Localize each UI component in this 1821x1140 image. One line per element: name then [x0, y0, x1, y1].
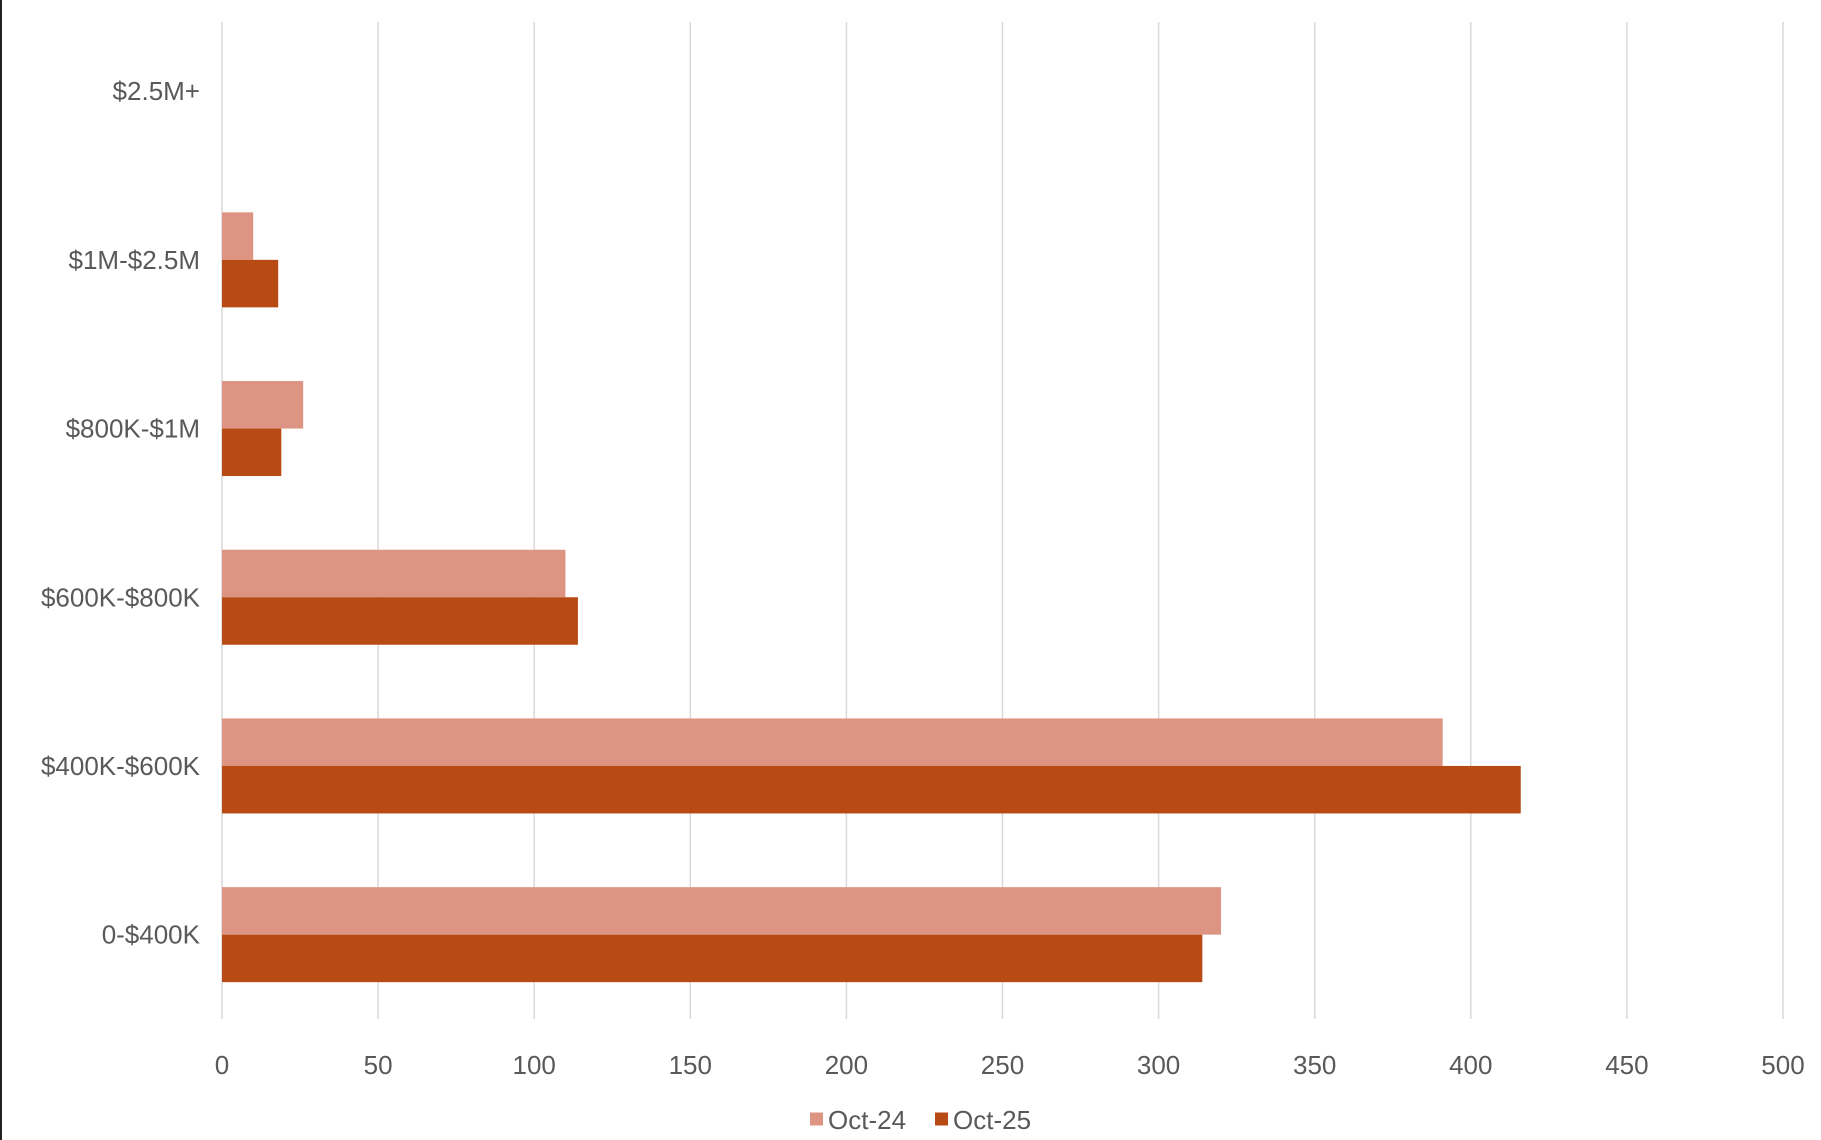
bar-oct-25 — [222, 934, 1203, 983]
category-label: 0-$400K — [102, 920, 201, 950]
x-tick-label: 50 — [364, 1050, 393, 1080]
x-tick-label: 450 — [1605, 1050, 1648, 1080]
bar-oct-24 — [222, 212, 254, 260]
category-label: $600K-$800K — [41, 582, 201, 612]
bar-oct-25 — [222, 765, 1521, 814]
bar-oct-25 — [222, 259, 279, 308]
category-label: $2.5M+ — [113, 76, 200, 106]
legend-swatch — [935, 1112, 948, 1126]
category-label: $1M-$2.5M — [69, 245, 201, 275]
legend-item[interactable]: Oct-24 — [810, 1105, 906, 1135]
bars — [222, 212, 1521, 983]
x-tick-label: 200 — [825, 1050, 868, 1080]
legend-item[interactable]: Oct-25 — [935, 1105, 1031, 1135]
bar-oct-24 — [222, 887, 1222, 935]
frame-edge — [0, 0, 2, 1140]
bar-oct-24 — [222, 381, 304, 429]
legend-label: Oct-24 — [828, 1105, 906, 1135]
value-axis-labels: 0 50 100 150 200 250 300 350 400 450 500 — [215, 1050, 1805, 1080]
x-tick-label: 400 — [1449, 1050, 1492, 1080]
legend-label: Oct-25 — [953, 1105, 1031, 1135]
bar-oct-24 — [222, 549, 566, 598]
x-tick-label: 500 — [1761, 1050, 1804, 1080]
category-axis-labels: 0-$400K $400K-$600K $600K-$800K $800K-$1M $1… — [41, 76, 201, 950]
bar-oct-25 — [222, 428, 282, 477]
bar-oct-24 — [222, 718, 1443, 766]
gridlines — [221, 22, 1784, 1019]
category-label: $800K-$1M — [66, 414, 200, 444]
x-tick-label: 300 — [1137, 1050, 1180, 1080]
legend-swatch — [810, 1112, 823, 1126]
x-tick-label: 150 — [669, 1050, 712, 1080]
x-tick-label: 100 — [513, 1050, 556, 1080]
x-tick-label: 0 — [215, 1050, 229, 1080]
legend[interactable]: Oct-24 Oct-25 — [810, 1105, 1031, 1135]
bar-oct-25 — [222, 597, 578, 645]
x-tick-label: 250 — [981, 1050, 1024, 1080]
category-label: $400K-$600K — [41, 751, 201, 781]
x-tick-label: 350 — [1293, 1050, 1336, 1080]
